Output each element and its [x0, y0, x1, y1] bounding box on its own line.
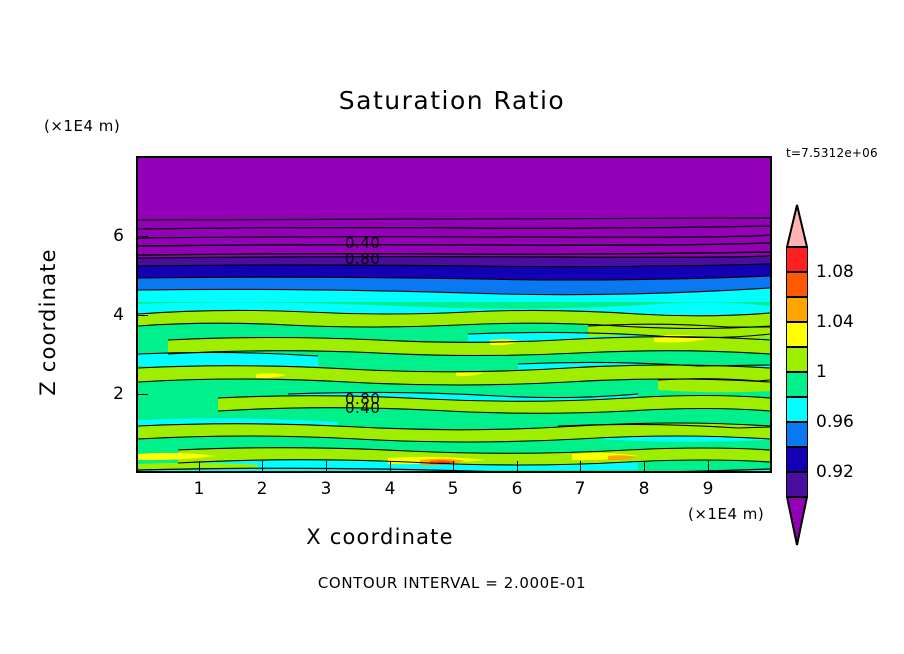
colorbar-tick-label: 1.08	[816, 262, 854, 282]
colorbar-arrow-up-icon	[786, 204, 808, 248]
colorbar-band	[786, 247, 808, 272]
y-axis-title: Z coordinate	[36, 248, 60, 396]
y-axis-units-label: (×1E4 m)	[44, 117, 121, 135]
x-tick-label: 7	[574, 479, 586, 499]
x-tick-label: 8	[638, 479, 650, 499]
colorbar-band	[786, 322, 808, 347]
contour-interval-caption: CONTOUR INTERVAL = 2.000E-01	[317, 574, 587, 592]
contour-field	[138, 158, 770, 471]
contour-plot-area[interactable]: 0.40 0.80 0.80 0.40	[136, 156, 772, 473]
x-axis-units-label: (×1E4 m)	[688, 505, 765, 523]
colorbar-tick-label: 1.04	[816, 312, 854, 332]
x-tick-label: 3	[320, 479, 332, 499]
colorbar[interactable]: 1.08 1.04 1 0.96 0.92	[782, 204, 854, 546]
colorbar-band	[786, 397, 808, 422]
x-tick-label: 5	[447, 479, 459, 499]
page-title: Saturation Ratio	[338, 86, 566, 115]
x-tick-label: 9	[702, 479, 714, 499]
colorbar-tick-label: 0.96	[816, 412, 854, 432]
contour-label: 0.80	[345, 390, 381, 408]
contour-label: 0.40	[345, 399, 381, 417]
colorbar-tick-label: 0.92	[816, 462, 854, 482]
timestamp-annotation: t=7.5312e+06	[786, 146, 878, 160]
contour-label: 0.40	[345, 234, 381, 252]
colorbar-band	[786, 372, 808, 397]
y-tick-label: 6	[113, 226, 124, 246]
colorbar-band	[786, 447, 808, 472]
colorbar-band	[786, 272, 808, 297]
contour-label: 0.80	[345, 250, 381, 268]
colorbar-tick-label: 1	[816, 362, 827, 382]
x-tick-label: 6	[511, 479, 523, 499]
colorbar-arrow-down-icon	[786, 496, 808, 546]
colorbar-band	[786, 472, 808, 497]
x-tick-label: 2	[256, 479, 268, 499]
y-tick-label: 2	[113, 384, 124, 404]
y-tick-label: 4	[113, 305, 124, 325]
x-tick-label: 4	[384, 479, 396, 499]
x-axis-title: X coordinate	[306, 525, 454, 549]
colorbar-band	[786, 297, 808, 322]
colorbar-band	[786, 422, 808, 447]
x-tick-label: 1	[193, 479, 205, 499]
colorbar-band	[786, 347, 808, 372]
